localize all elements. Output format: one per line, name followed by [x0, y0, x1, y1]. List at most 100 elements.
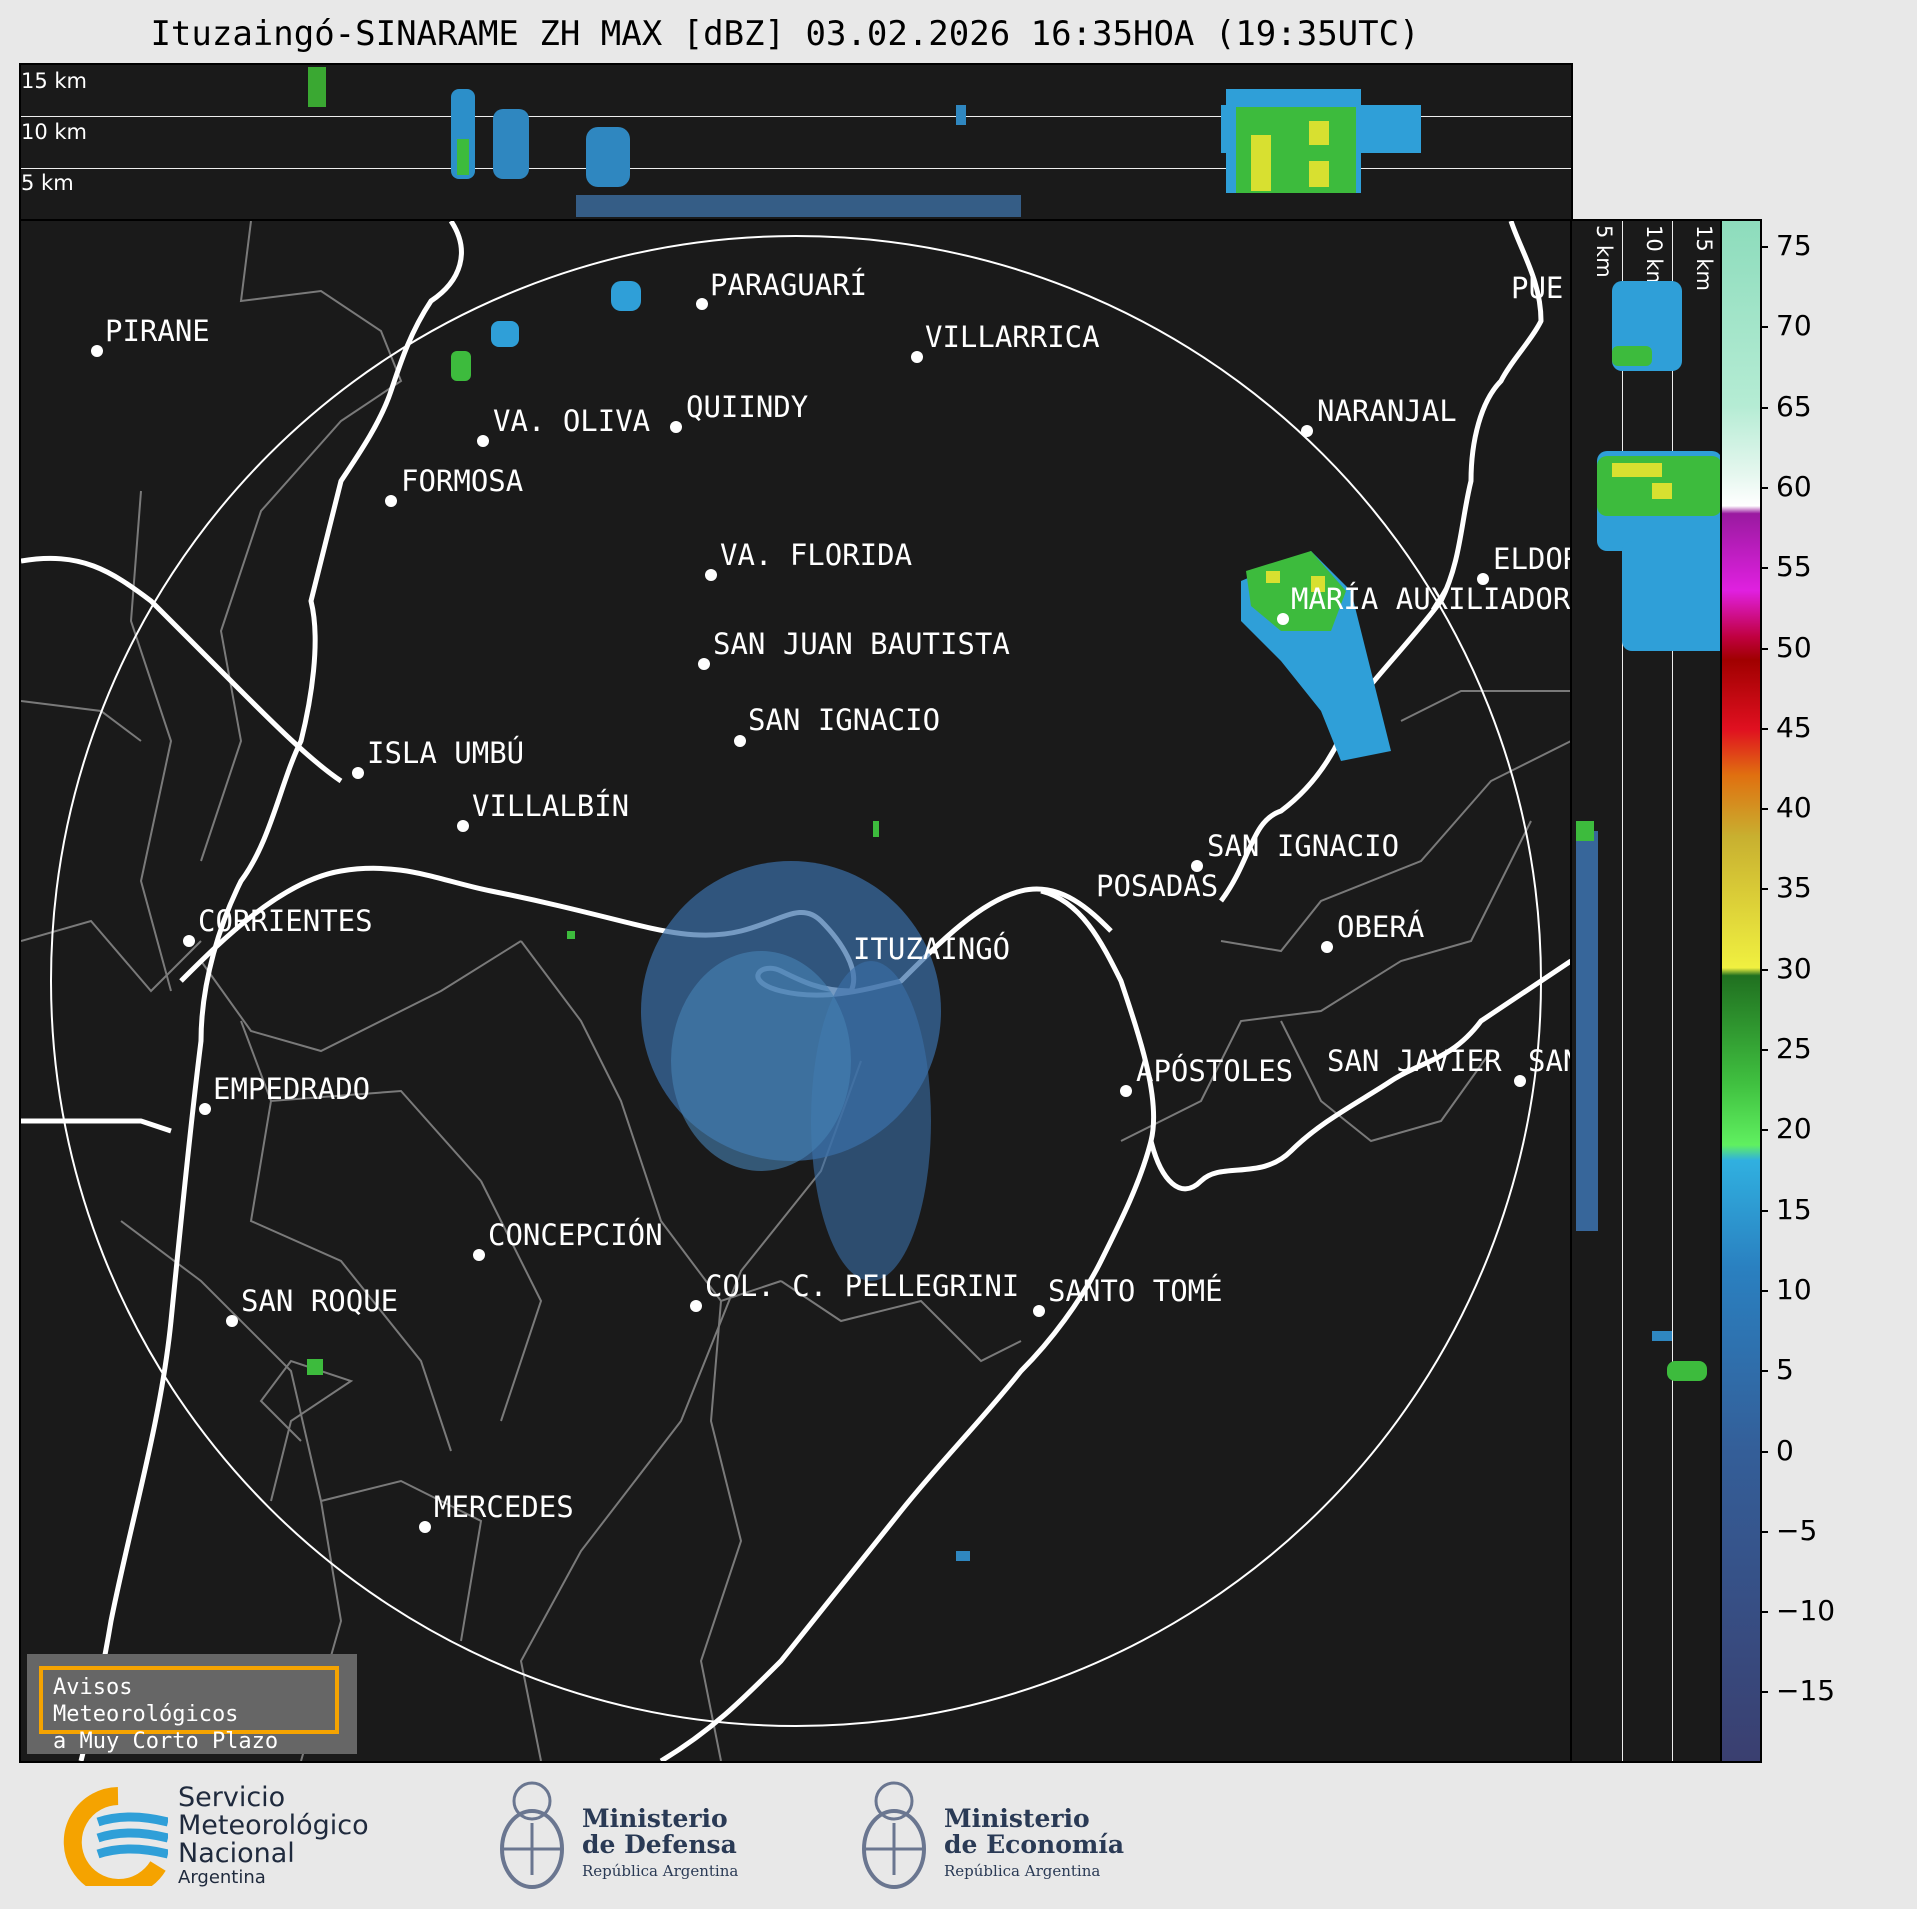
city-label-san-javier: SAN JAVIER	[1327, 1044, 1502, 1078]
colorbar-tick	[1760, 647, 1768, 650]
defensa-line2: de Defensa	[582, 1830, 737, 1859]
top-height-panel: 15 km 10 km 5 km	[19, 63, 1573, 221]
city-dot	[1191, 860, 1203, 872]
avisos-inner[interactable]: Avisos Meteorológicos a Muy Corto Plazo	[39, 1666, 339, 1754]
colorbar-tick-label: 0	[1776, 1433, 1794, 1467]
city-dot	[199, 1103, 211, 1115]
colorbar-tick-label: −15	[1776, 1674, 1836, 1708]
coat-of-arms-icon	[856, 1775, 932, 1895]
height-label-15-v: 15 km	[1692, 225, 1716, 292]
city-label-eldor: ELDOR	[1493, 542, 1573, 576]
city-label-apostoles: APÓSTOLES	[1136, 1054, 1294, 1088]
city-label-ituzaingo: ITUZAINGÓ	[853, 932, 1011, 966]
city-dot	[690, 1300, 702, 1312]
colorbar-tick-label: 60	[1776, 469, 1812, 503]
colorbar-tick-label: 55	[1776, 550, 1812, 584]
height-label-10: 10 km	[21, 120, 88, 144]
city-dot	[696, 298, 708, 310]
defensa-line1: Ministerio	[582, 1804, 728, 1833]
city-dot	[477, 435, 489, 447]
height-label-5: 5 km	[21, 171, 74, 195]
city-dot	[183, 935, 195, 947]
colorbar-tick	[1760, 1450, 1768, 1453]
colorbar-tick	[1760, 406, 1768, 409]
colorbar-tick	[1760, 567, 1768, 570]
city-label-san-juan-bautista: SAN JUAN BAUTISTA	[713, 627, 1010, 661]
smn-line4: Argentina	[178, 1867, 266, 1888]
colorbar-tick-label: 5	[1776, 1353, 1794, 1387]
defensa-line3: República Argentina	[582, 1862, 739, 1880]
colorbar-tick	[1760, 1049, 1768, 1051]
city-label-villarrica: VILLARRICA	[925, 320, 1100, 354]
side-height-panel: 5 km 10 km 15 km	[1570, 219, 1724, 1763]
city-dot	[670, 421, 682, 433]
city-dot	[457, 820, 469, 832]
city-dot	[1277, 613, 1289, 625]
city-dot	[698, 658, 710, 670]
colorbar-tick	[1760, 1129, 1768, 1132]
city-dot	[1477, 573, 1489, 585]
avisos-box[interactable]: Avisos Meteorológicos a Muy Corto Plazo	[27, 1654, 357, 1754]
city-dot	[352, 767, 364, 779]
city-label-naranjal: NARANJAL	[1317, 394, 1457, 428]
colorbar-tick-label: 70	[1776, 309, 1812, 343]
city-dot	[1514, 1075, 1526, 1087]
colorbar-tick-label: 15	[1776, 1192, 1812, 1226]
dbz-colorbar	[1720, 219, 1762, 1763]
coat-of-arms-icon	[494, 1775, 570, 1895]
colorbar-tick	[1760, 1289, 1768, 1292]
city-label-posadas: POSADAS	[1096, 869, 1219, 903]
height-line-10km	[21, 116, 1571, 117]
colorbar-tick	[1760, 888, 1768, 891]
top-echoes	[308, 67, 1421, 217]
smn-line1: Servicio	[178, 1782, 286, 1813]
city-label-san-ignacio-ar: SAN IGNACIO	[1207, 829, 1400, 863]
city-label-isla-umbu: ISLA UMBÚ	[367, 736, 525, 770]
city-label-paraguari: PARAGUARÍ	[710, 268, 868, 302]
city-dot	[1321, 941, 1333, 953]
colorbar-tick	[1760, 1611, 1768, 1614]
colorbar-tick-label: 50	[1776, 630, 1812, 664]
city-label-santo-tome: SANTO TOMÉ	[1048, 1274, 1223, 1308]
height-label-10-v: 10 km	[1642, 225, 1666, 292]
city-dot	[1301, 425, 1313, 437]
height-line-10km-v	[1622, 221, 1623, 1761]
city-label-san: SAN	[1528, 1044, 1571, 1078]
city-label-san-roque: SAN ROQUE	[241, 1284, 399, 1318]
city-label-maria-auxiliador: MARÍA AUXILIADOR	[1291, 582, 1571, 616]
height-line-5km	[21, 168, 1571, 169]
colorbar-tick-label: 65	[1776, 389, 1812, 423]
smn-line3: Nacional	[178, 1838, 295, 1869]
colorbar-tick	[1760, 808, 1768, 811]
city-label-quiindy: QUIINDY	[686, 390, 809, 424]
radar-echoes	[307, 281, 1391, 1561]
colorbar-tick	[1760, 1691, 1768, 1694]
radar-map[interactable]: PARAGUARÍ PIRANE VILLARRICA VA. OLIVA QU…	[19, 219, 1573, 1763]
city-label-pue: PUE	[1511, 271, 1564, 305]
colorbar-tick-label: 30	[1776, 951, 1812, 985]
height-line-15km-v	[1672, 221, 1673, 1761]
colorbar-tick-label: 75	[1776, 229, 1812, 262]
colorbar-tick	[1760, 1370, 1768, 1373]
colorbar-tick-label: 40	[1776, 791, 1812, 825]
city-label-mercedes: MERCEDES	[434, 1490, 574, 1524]
colorbar-tick-label: −5	[1776, 1513, 1818, 1547]
colorbar-tick	[1760, 968, 1768, 971]
city-dot	[911, 351, 923, 363]
colorbar-tick-label: −10	[1776, 1594, 1836, 1628]
city-dot	[734, 735, 746, 747]
city-label-col-pellegrini: COL. C. PELLEGRINI	[705, 1269, 1020, 1303]
economia-line3: República Argentina	[944, 1862, 1101, 1880]
colorbar-tick-label: 35	[1776, 871, 1812, 905]
colorbar-tick	[1760, 1209, 1768, 1212]
colorbar-tick	[1760, 486, 1768, 489]
city-dot	[1033, 1305, 1045, 1317]
city-dot	[419, 1521, 431, 1533]
colorbar-tick	[1760, 727, 1768, 730]
city-dot	[1120, 1085, 1132, 1097]
colorbar-tick-label: 20	[1776, 1112, 1812, 1146]
city-dot	[226, 1315, 238, 1327]
city-dot	[705, 569, 717, 581]
city-label-va-oliva: VA. OLIVA	[493, 404, 651, 438]
city-label-pirane: PIRANE	[105, 314, 210, 348]
